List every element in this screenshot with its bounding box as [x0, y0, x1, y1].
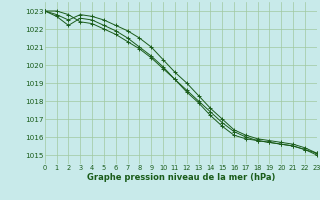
X-axis label: Graphe pression niveau de la mer (hPa): Graphe pression niveau de la mer (hPa) [87, 173, 275, 182]
